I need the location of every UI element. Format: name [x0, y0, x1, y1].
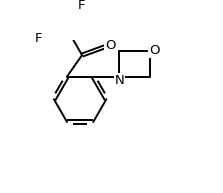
Text: F: F	[35, 32, 43, 45]
Text: O: O	[149, 44, 160, 57]
Text: N: N	[115, 74, 124, 87]
Text: O: O	[105, 39, 116, 52]
Text: F: F	[78, 0, 85, 12]
